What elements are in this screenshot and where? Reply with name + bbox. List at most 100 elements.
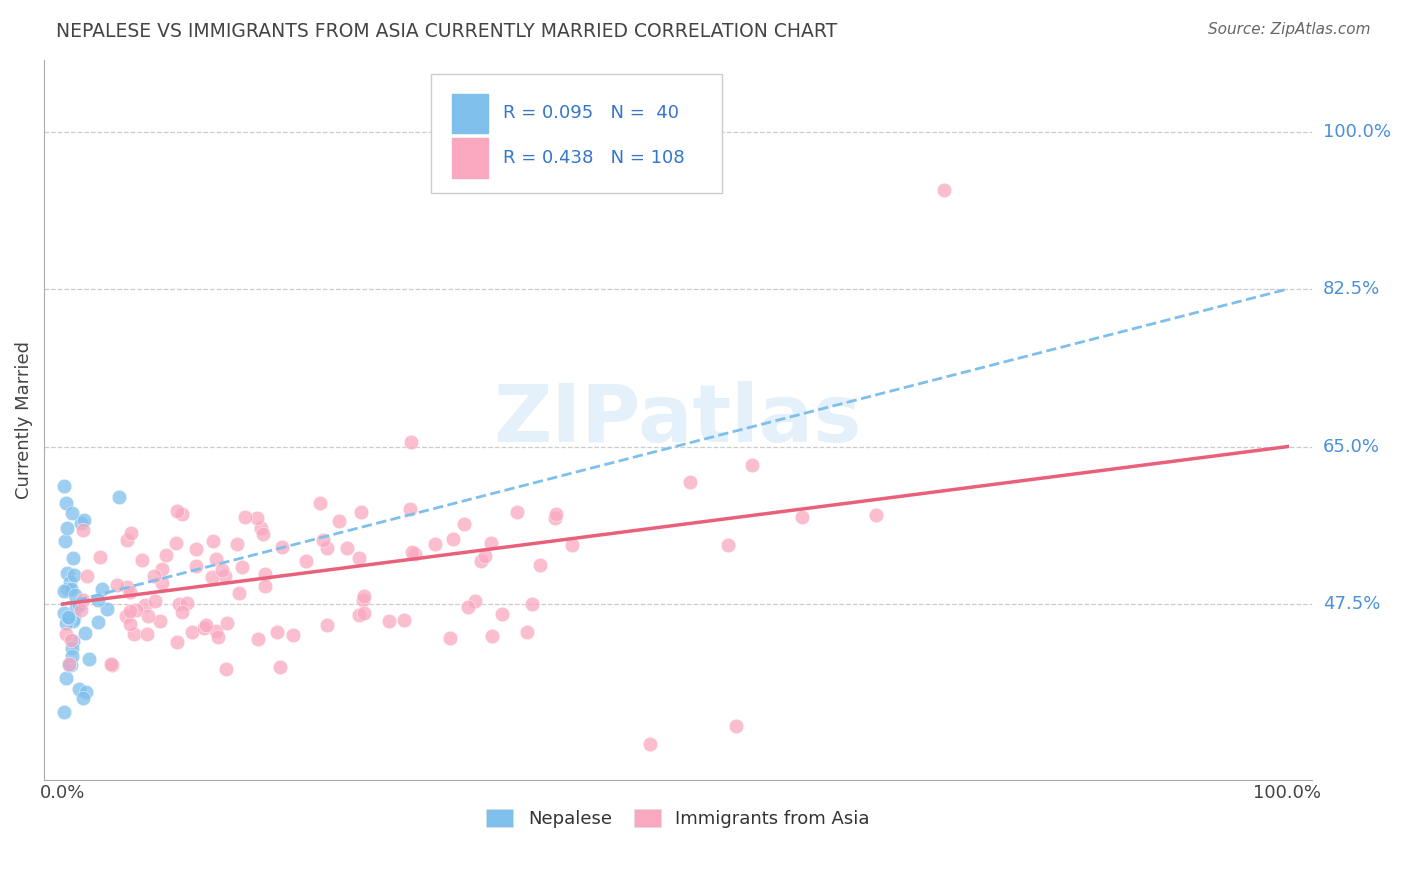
Point: [481, 629, 503, 643]
Point: [143, 593, 166, 607]
Y-axis label: Currently Married: Currently Married: [15, 341, 32, 499]
Text: NEPALESE VS IMMIGRANTS FROM ASIA CURRENTLY MARRIED CORRELATION CHART: NEPALESE VS IMMIGRANTS FROM ASIA CURRENT…: [56, 22, 838, 41]
Point: [309, 496, 332, 510]
Point: [270, 541, 292, 555]
Point: [250, 521, 273, 535]
Point: [398, 502, 420, 516]
Point: [425, 536, 447, 550]
Point: [70, 516, 93, 530]
Point: [184, 559, 207, 574]
Point: [353, 590, 375, 604]
Point: [401, 545, 423, 559]
Point: [215, 615, 238, 630]
Point: [52, 583, 75, 598]
Point: [546, 507, 568, 521]
Point: [207, 630, 229, 644]
Point: [56, 582, 79, 596]
Point: [87, 593, 110, 607]
Point: [205, 624, 228, 638]
Point: [439, 631, 461, 645]
Point: [347, 607, 370, 622]
Point: [62, 614, 84, 628]
Point: [353, 607, 375, 621]
Point: [640, 737, 662, 751]
Point: [470, 554, 492, 568]
Point: [741, 458, 763, 473]
Point: [166, 504, 188, 518]
Point: [52, 479, 75, 493]
Point: [479, 536, 502, 550]
Point: [56, 566, 79, 581]
Point: [55, 496, 77, 510]
Point: [56, 521, 79, 535]
Point: [401, 434, 423, 449]
Point: [72, 592, 94, 607]
Point: [457, 600, 479, 615]
Point: [52, 606, 75, 620]
Point: [543, 510, 565, 524]
Point: [266, 624, 288, 639]
Point: [120, 526, 142, 541]
Point: [254, 566, 277, 581]
Point: [149, 614, 172, 628]
Text: R = 0.438   N = 108: R = 0.438 N = 108: [503, 149, 685, 167]
FancyBboxPatch shape: [430, 74, 723, 193]
Point: [75, 685, 97, 699]
Point: [90, 582, 112, 596]
Point: [201, 569, 224, 583]
Point: [404, 547, 426, 561]
Point: [316, 618, 339, 632]
Point: [96, 602, 118, 616]
Point: [392, 613, 415, 627]
Point: [122, 627, 145, 641]
Point: [55, 616, 77, 631]
Point: [143, 569, 166, 583]
Point: [115, 609, 138, 624]
Point: [934, 183, 956, 197]
Point: [247, 632, 270, 647]
Point: [214, 662, 236, 676]
Point: [347, 551, 370, 566]
Point: [516, 625, 538, 640]
Point: [60, 506, 83, 520]
Point: [150, 576, 173, 591]
Point: [118, 617, 141, 632]
Point: [170, 507, 193, 521]
Point: [679, 475, 702, 489]
Point: [252, 527, 274, 541]
Point: [63, 588, 86, 602]
Point: [60, 649, 83, 664]
Point: [136, 609, 159, 624]
Point: [72, 691, 94, 706]
Point: [352, 593, 374, 607]
Point: [725, 718, 748, 732]
Point: [254, 579, 277, 593]
Point: [201, 534, 224, 549]
Point: [269, 660, 291, 674]
Point: [228, 586, 250, 600]
Point: [520, 597, 543, 611]
Text: 65.0%: 65.0%: [1323, 438, 1381, 456]
Point: [62, 550, 84, 565]
Point: [165, 536, 187, 550]
Point: [211, 563, 233, 577]
Point: [166, 635, 188, 649]
Point: [67, 681, 90, 696]
Point: [120, 585, 142, 599]
Point: [76, 569, 98, 583]
Point: [150, 562, 173, 576]
Point: [246, 510, 269, 524]
Point: [184, 541, 207, 556]
Point: [77, 652, 100, 666]
Point: [58, 611, 80, 625]
Point: [55, 626, 77, 640]
Point: [60, 640, 83, 655]
Point: [136, 627, 159, 641]
Point: [169, 597, 191, 611]
Text: 100.0%: 100.0%: [1323, 122, 1391, 141]
Point: [316, 541, 339, 555]
Point: [89, 549, 111, 564]
Point: [87, 615, 110, 630]
Point: [107, 491, 129, 505]
Point: [336, 541, 359, 555]
